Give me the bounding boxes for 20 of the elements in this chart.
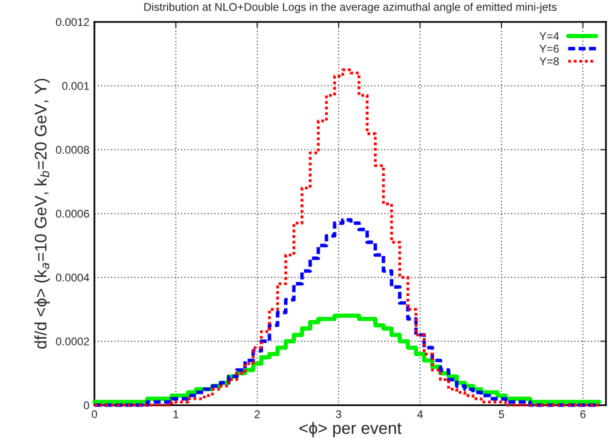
y-tick-label: 0.0012 xyxy=(56,18,89,26)
chart-title: Distribution at NLO+Double Logs in the average azimuthal angle of emitted mini-jets xyxy=(144,2,557,14)
x-tick-label: 3 xyxy=(336,410,342,418)
x-tick-label: 0 xyxy=(92,410,98,418)
x-tick-label: 2 xyxy=(254,410,260,418)
x-axis-title: <ϕ> per event xyxy=(300,422,402,438)
y-tick-label: 0.001 xyxy=(62,82,89,90)
y-tick-label: 0.0002 xyxy=(56,338,89,346)
x-tick-label: 4 xyxy=(417,410,423,418)
y-tick-label: 0.0006 xyxy=(56,210,90,218)
legend-label: Y=6 xyxy=(539,44,559,53)
y-tick-label: 0 xyxy=(84,401,90,410)
y-tick-label: 0.0008 xyxy=(56,146,90,154)
y-axis-title: df/d <ϕ> (k$_{a}$=10 GeV, k$_{b}$=20 GeV, Y) xyxy=(34,78,50,349)
x-tick-label: 5 xyxy=(498,410,504,418)
x-tick-label: 6 xyxy=(580,410,586,418)
legend-label: Y=4 xyxy=(539,32,559,40)
legend-label: Y=8 xyxy=(539,57,559,66)
y-tick-label: 0.0004 xyxy=(56,274,90,282)
x-tick-label: 1 xyxy=(174,410,178,418)
